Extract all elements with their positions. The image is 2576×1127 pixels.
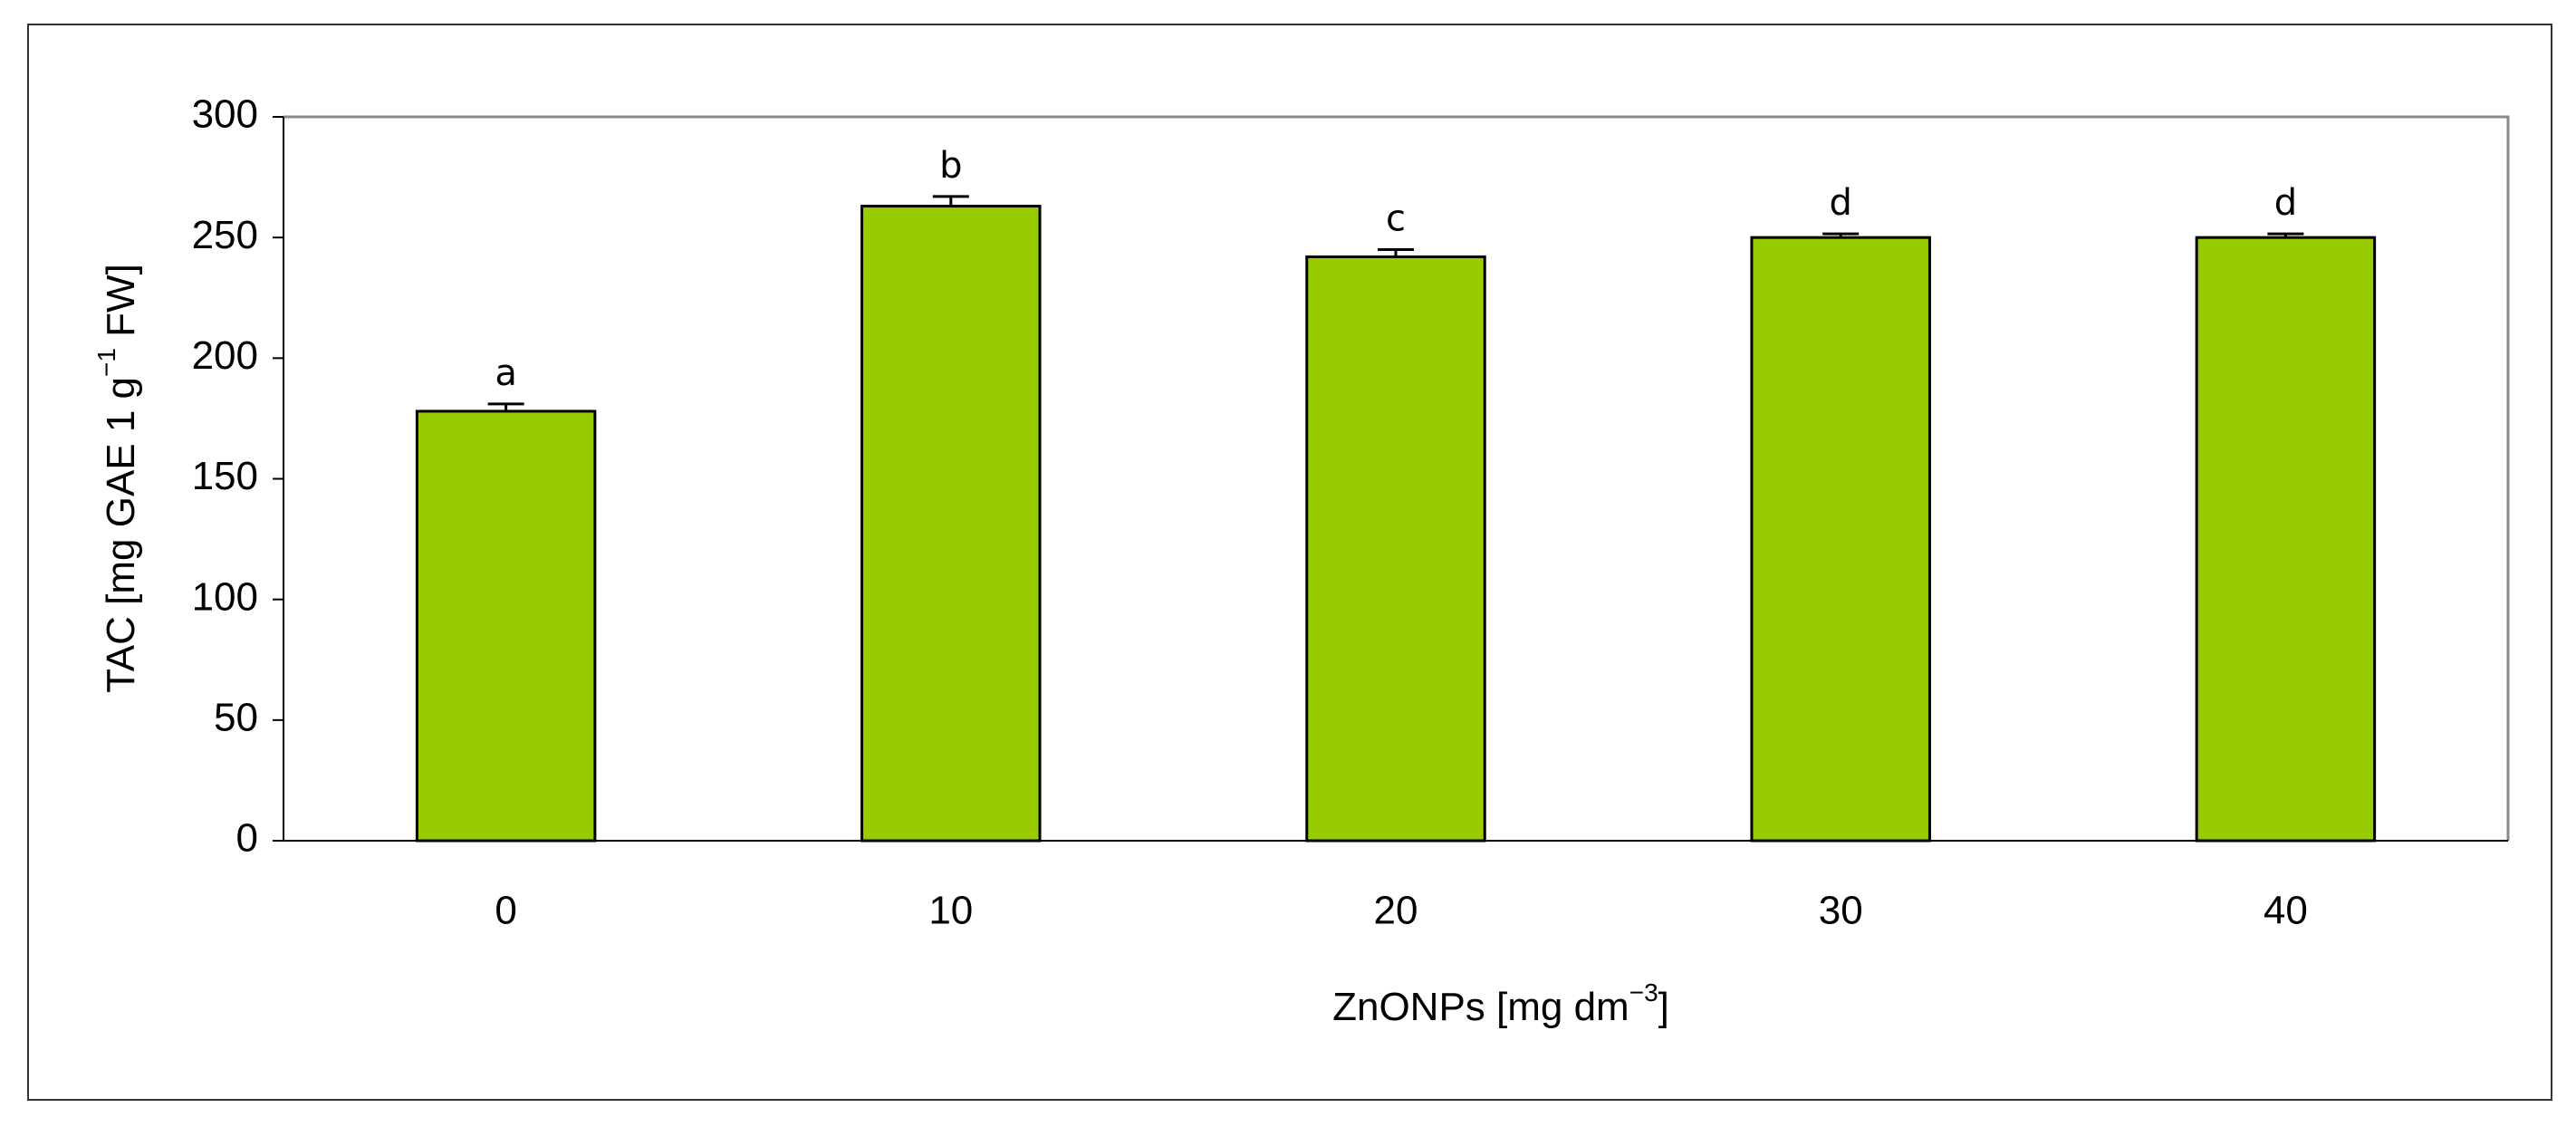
y-tick-label: 50 [214,695,258,739]
y-tick-label: 0 [236,816,258,861]
bar [860,205,1042,843]
x-axis-label-sup: −3 [1629,978,1658,1007]
error-bar [2267,232,2304,238]
x-tick-label: 10 [928,889,973,933]
y-axis-label-text: TAC [mg GAE 1 g [99,377,143,693]
annotation: b [939,145,962,187]
x-axis-label-text: ZnONPs [mg dm [1332,985,1629,1029]
annotation: a [495,352,517,394]
error-bar [1378,247,1414,257]
error-bar [487,402,524,411]
y-tick-label: 100 [192,574,258,619]
annotation: d [1830,182,1852,224]
annotation: c [1386,197,1406,239]
y-axis-label-sup: −1 [92,348,120,377]
y-tick-label: 300 [192,92,258,137]
x-tick-label: 40 [2264,889,2308,933]
y-tick-label: 200 [192,333,258,378]
plot-frame [284,115,2510,841]
error-bar [1822,232,1860,238]
x-axis-label-tail: ] [1658,985,1669,1029]
bar [415,409,597,843]
bar [1305,255,1486,843]
x-tick-label: 30 [1819,889,1863,933]
x-tick-label: 0 [495,889,516,933]
x-axis-label: ZnONPs [mg dm−3] [1332,978,1669,1028]
annotation: d [2274,182,2297,224]
chart-border [27,24,2552,1101]
bar [2195,236,2377,843]
y-tick-label: 250 [192,213,258,257]
y-axis-label: TAC [mg GAE 1 g−1 FW] [92,264,142,693]
x-tick-label: 20 [1374,889,1418,933]
y-tick-label: 150 [192,454,258,498]
bar [1750,236,1931,843]
error-bar [932,195,969,207]
y-axis-label-tail: FW] [99,264,143,348]
